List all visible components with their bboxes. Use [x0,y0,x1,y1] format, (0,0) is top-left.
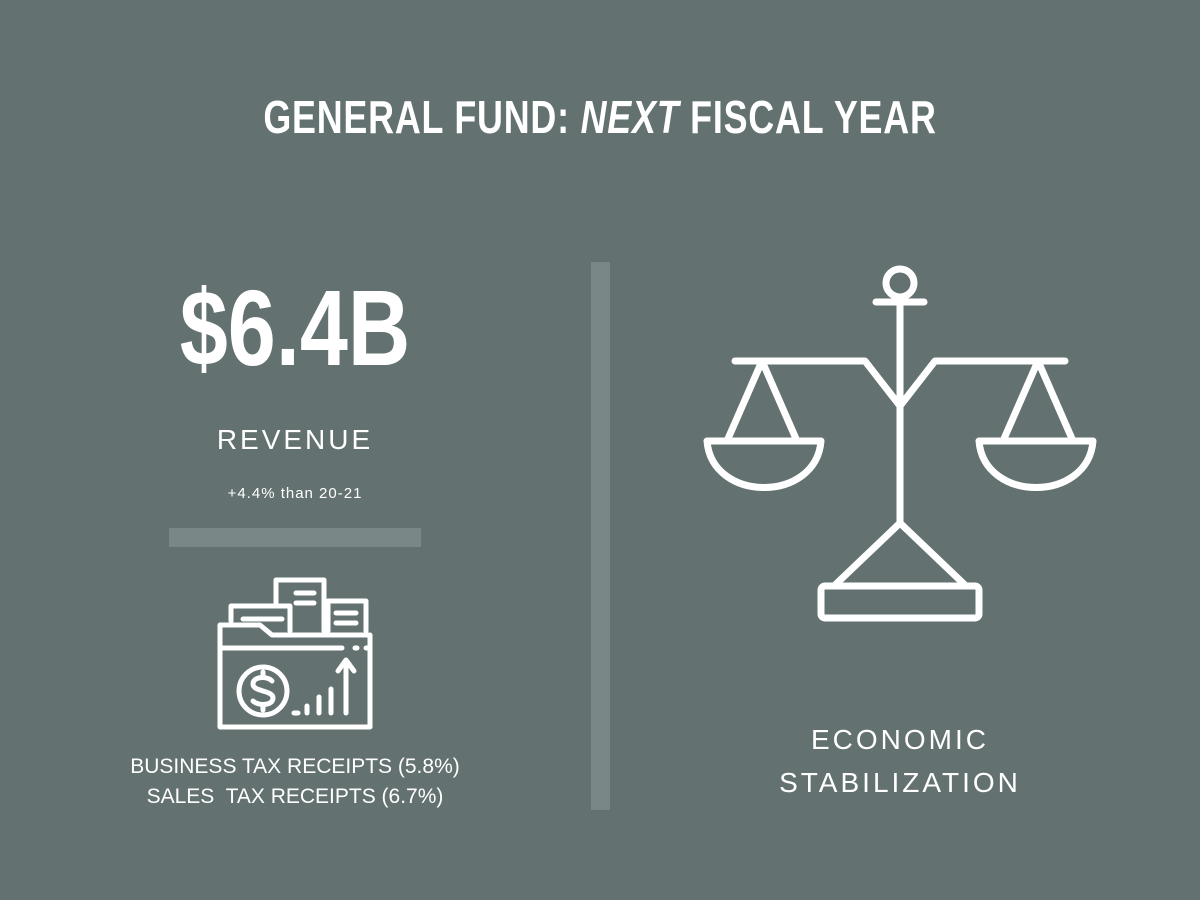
revenue-divider [169,528,421,547]
revenue-label: REVENUE [216,424,374,455]
page-title-before: GENERAL FUND: [263,91,581,143]
column-divider [591,262,610,810]
revenue-amount: $6.4B [179,267,411,388]
page-title-after: FISCAL YEAR [679,91,937,143]
economic-stabilization-line1: ECONOMIC [811,724,989,755]
economic-stabilization-label: ECONOMIC STABILIZATION [700,718,1100,804]
page-title: GENERAL FUND: NEXT FISCAL YEAR [132,84,1068,150]
sales-tax-receipts: SALES TAX RECEIPTS (6.7%) [146,785,444,808]
receipts-list: BUSINESS TAX RECEIPTS (5.8%) SALES TAX R… [85,752,505,812]
page-title-emphasis: NEXT [580,91,680,143]
economic-stabilization-line2: STABILIZATION [779,767,1021,798]
balance-scale-icon [703,265,1097,622]
revenue-change-note: +4.4% than 20-21 [227,485,363,502]
folder-dollar-chart-icon [217,577,373,730]
business-tax-receipts: BUSINESS TAX RECEIPTS (5.8%) [130,755,460,778]
